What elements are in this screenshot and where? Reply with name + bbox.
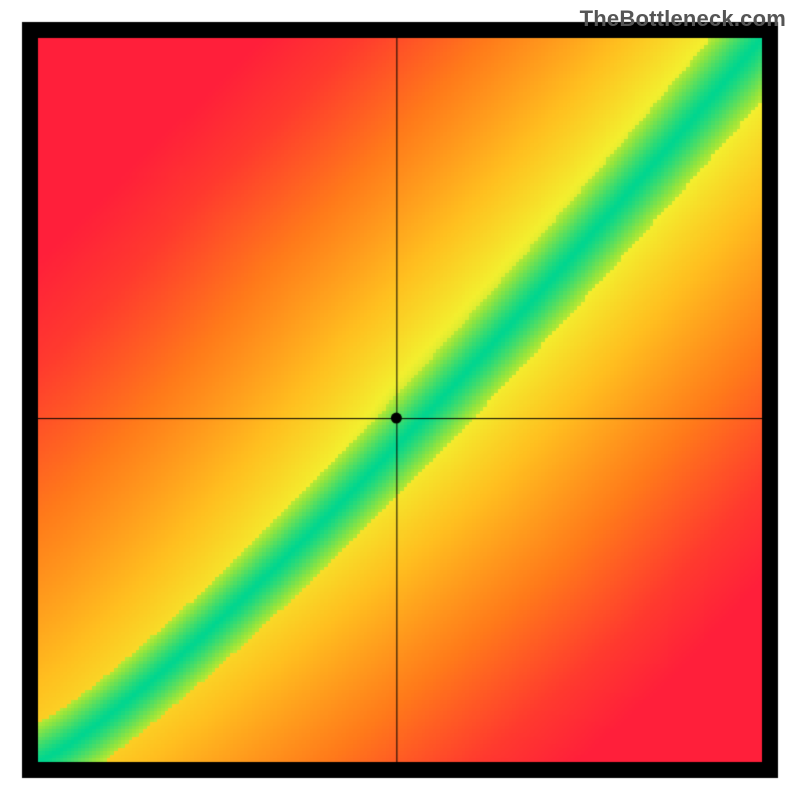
chart-container: { "watermark": { "text": "TheBottleneck.… xyxy=(0,0,800,800)
watermark-text: TheBottleneck.com xyxy=(580,6,786,32)
bottleneck-heatmap xyxy=(0,0,800,800)
